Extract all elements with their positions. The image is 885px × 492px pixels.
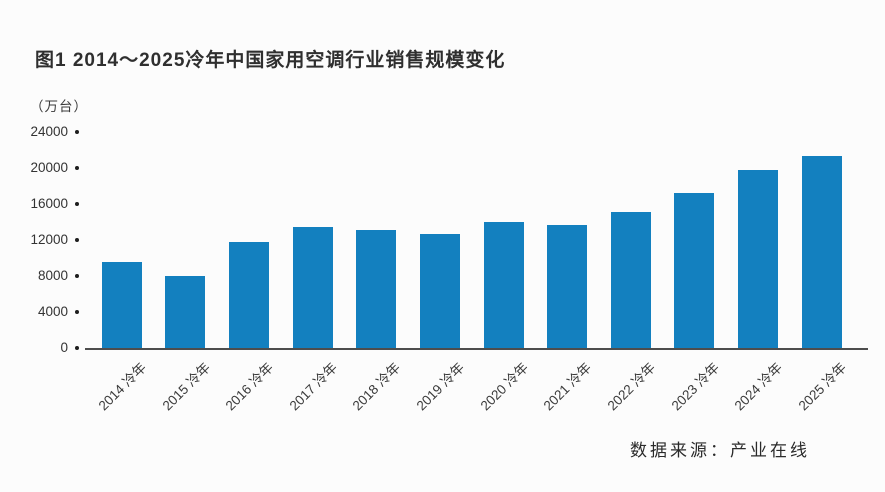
bar-2019冷年 <box>419 233 460 348</box>
y-tick-dot <box>75 130 79 134</box>
bar-2018冷年 <box>356 230 397 348</box>
x-tick-label: 2023 冷年 <box>668 359 722 414</box>
bar-2023冷年 <box>674 193 715 348</box>
y-tick-dot <box>75 166 79 170</box>
y-tick-label: 24000 <box>30 124 68 139</box>
y-tick-label: 4000 <box>37 304 68 319</box>
bar-2020冷年 <box>483 222 524 348</box>
y-tick-dot <box>75 310 79 314</box>
x-tick-label: 2025 冷年 <box>795 359 850 414</box>
x-tick-label: 2022 冷年 <box>604 359 659 414</box>
y-axis-unit-label: （万台） <box>30 99 88 114</box>
bar-2025冷年 <box>801 156 842 348</box>
x-tick-label: 2014 冷年 <box>95 359 150 414</box>
x-tick-label: 2021 冷年 <box>541 359 595 414</box>
bar-2021冷年 <box>547 224 588 348</box>
x-tick-label: 2020 冷年 <box>477 359 531 414</box>
x-tick-label: 2018 冷年 <box>350 359 404 414</box>
y-tick-label: 8000 <box>37 268 68 283</box>
x-tick-label: 2017 冷年 <box>286 359 341 414</box>
y-tick-label: 20000 <box>30 160 68 175</box>
y-tick-label: 12000 <box>30 232 68 247</box>
bar-2014冷年 <box>101 261 142 348</box>
bar-2022冷年 <box>610 212 651 348</box>
bar-2016冷年 <box>228 241 269 348</box>
y-tick-label: 16000 <box>30 196 68 211</box>
y-tick-label: 0 <box>60 340 68 355</box>
y-tick-dot <box>75 274 79 278</box>
y-tick-dot <box>75 346 79 350</box>
y-tick-dot <box>75 238 79 242</box>
y-tick-dot <box>75 202 79 206</box>
x-tick-label: 2016 冷年 <box>222 359 277 414</box>
x-tick-label: 2015 冷年 <box>159 359 213 414</box>
bar-2017冷年 <box>292 226 333 348</box>
x-axis-line <box>85 348 868 350</box>
bar-2024冷年 <box>738 169 779 348</box>
bar-2015冷年 <box>165 276 206 348</box>
chart-title: 图1 2014～2025冷年中国家用空调行业销售规模变化 <box>35 50 506 71</box>
data-source-label: 数据来源：产业在线 <box>630 441 810 460</box>
x-tick-label: 2024 冷年 <box>731 359 786 414</box>
x-tick-label: 2019 冷年 <box>413 359 468 414</box>
